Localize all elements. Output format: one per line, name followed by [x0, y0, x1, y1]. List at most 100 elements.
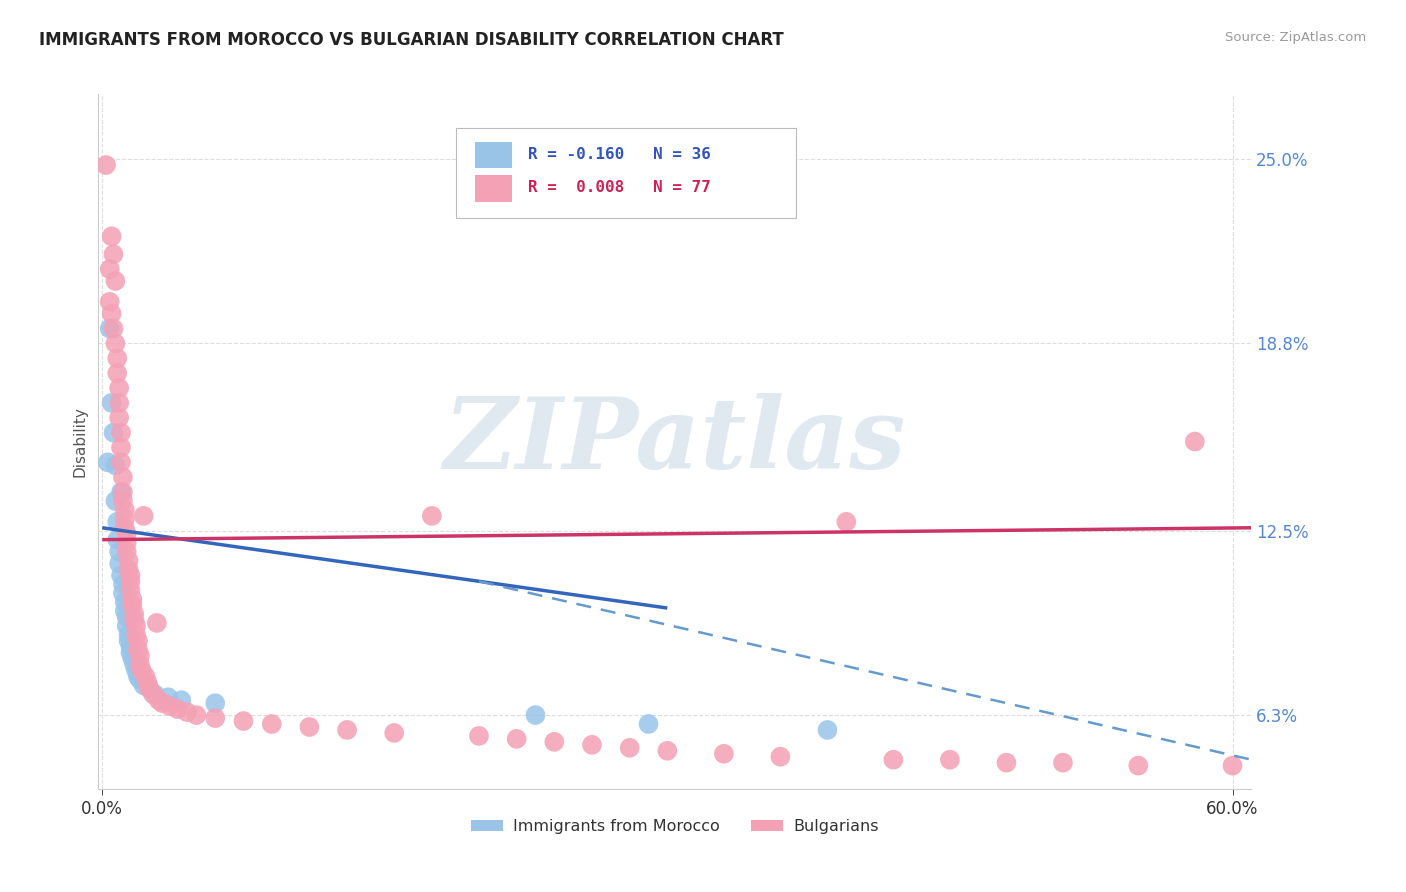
- Point: [122, 607, 145, 621]
- Point: [108, 410, 131, 425]
- Legend: Immigrants from Morocco, Bulgarians: Immigrants from Morocco, Bulgarians: [465, 813, 884, 840]
- Point: [115, 619, 138, 633]
- Point: [98, 262, 121, 277]
- Point: [114, 521, 136, 535]
- Point: [121, 592, 143, 607]
- Point: [114, 512, 136, 526]
- Point: [170, 693, 193, 707]
- Point: [105, 515, 128, 529]
- Point: [186, 708, 208, 723]
- Point: [111, 470, 134, 484]
- Point: [128, 657, 150, 672]
- Bar: [475, 175, 512, 202]
- Point: [204, 711, 226, 725]
- Point: [117, 633, 139, 648]
- Point: [94, 158, 117, 172]
- Point: [125, 664, 148, 678]
- Point: [117, 553, 139, 567]
- Point: [1222, 758, 1244, 772]
- Point: [97, 455, 120, 469]
- Point: [105, 351, 128, 366]
- Text: IMMIGRANTS FROM MOROCCO VS BULGARIAN DISABILITY CORRELATION CHART: IMMIGRANTS FROM MOROCCO VS BULGARIAN DIS…: [39, 31, 785, 49]
- Point: [117, 628, 139, 642]
- Point: [835, 515, 858, 529]
- Point: [121, 598, 143, 612]
- Point: [505, 731, 527, 746]
- Point: [134, 669, 156, 683]
- Point: [111, 586, 134, 600]
- Point: [120, 640, 142, 654]
- Point: [166, 702, 188, 716]
- Y-axis label: Disability: Disability: [72, 406, 87, 477]
- Point: [882, 753, 904, 767]
- Point: [108, 396, 131, 410]
- Point: [127, 642, 149, 657]
- Point: [104, 494, 127, 508]
- Point: [120, 568, 142, 582]
- Point: [204, 696, 226, 710]
- Point: [115, 526, 138, 541]
- Point: [103, 321, 125, 335]
- Point: [108, 544, 131, 558]
- Point: [120, 574, 142, 589]
- Point: [232, 714, 254, 728]
- Point: [543, 735, 565, 749]
- Point: [110, 455, 132, 469]
- Text: R = -0.160   N = 36: R = -0.160 N = 36: [529, 146, 711, 161]
- Point: [148, 693, 170, 707]
- Point: [1184, 434, 1206, 449]
- Point: [939, 753, 962, 767]
- Point: [468, 729, 491, 743]
- Point: [111, 485, 134, 500]
- Text: R =  0.008   N = 77: R = 0.008 N = 77: [529, 180, 711, 195]
- Point: [336, 723, 359, 737]
- Point: [108, 557, 131, 571]
- Point: [105, 533, 128, 547]
- Point: [120, 583, 142, 598]
- Point: [995, 756, 1018, 770]
- Point: [115, 544, 138, 558]
- Point: [132, 678, 155, 692]
- Point: [121, 651, 143, 665]
- Point: [115, 535, 138, 549]
- Point: [100, 307, 122, 321]
- Point: [176, 705, 198, 719]
- Point: [157, 690, 180, 705]
- Point: [103, 425, 125, 440]
- FancyBboxPatch shape: [456, 128, 796, 218]
- Point: [104, 458, 127, 473]
- Point: [104, 336, 127, 351]
- Point: [143, 687, 166, 701]
- Point: [1128, 758, 1150, 772]
- Point: [114, 604, 136, 618]
- Point: [104, 274, 127, 288]
- Point: [657, 744, 679, 758]
- Point: [114, 595, 136, 609]
- Point: [138, 681, 160, 696]
- Point: [98, 321, 121, 335]
- Point: [128, 673, 150, 687]
- Point: [127, 669, 149, 683]
- Point: [122, 613, 145, 627]
- Point: [111, 494, 134, 508]
- Point: [260, 717, 283, 731]
- Point: [132, 508, 155, 523]
- Point: [382, 726, 405, 740]
- Point: [114, 503, 136, 517]
- Point: [125, 628, 148, 642]
- Point: [298, 720, 321, 734]
- Point: [581, 738, 603, 752]
- Point: [100, 396, 122, 410]
- Point: [713, 747, 735, 761]
- Point: [122, 657, 145, 672]
- Point: [120, 646, 142, 660]
- Point: [637, 717, 659, 731]
- Point: [1052, 756, 1074, 770]
- Point: [117, 562, 139, 576]
- Point: [769, 749, 792, 764]
- Point: [138, 681, 160, 696]
- Point: [100, 229, 122, 244]
- Point: [128, 648, 150, 663]
- Point: [159, 699, 181, 714]
- Point: [146, 615, 169, 630]
